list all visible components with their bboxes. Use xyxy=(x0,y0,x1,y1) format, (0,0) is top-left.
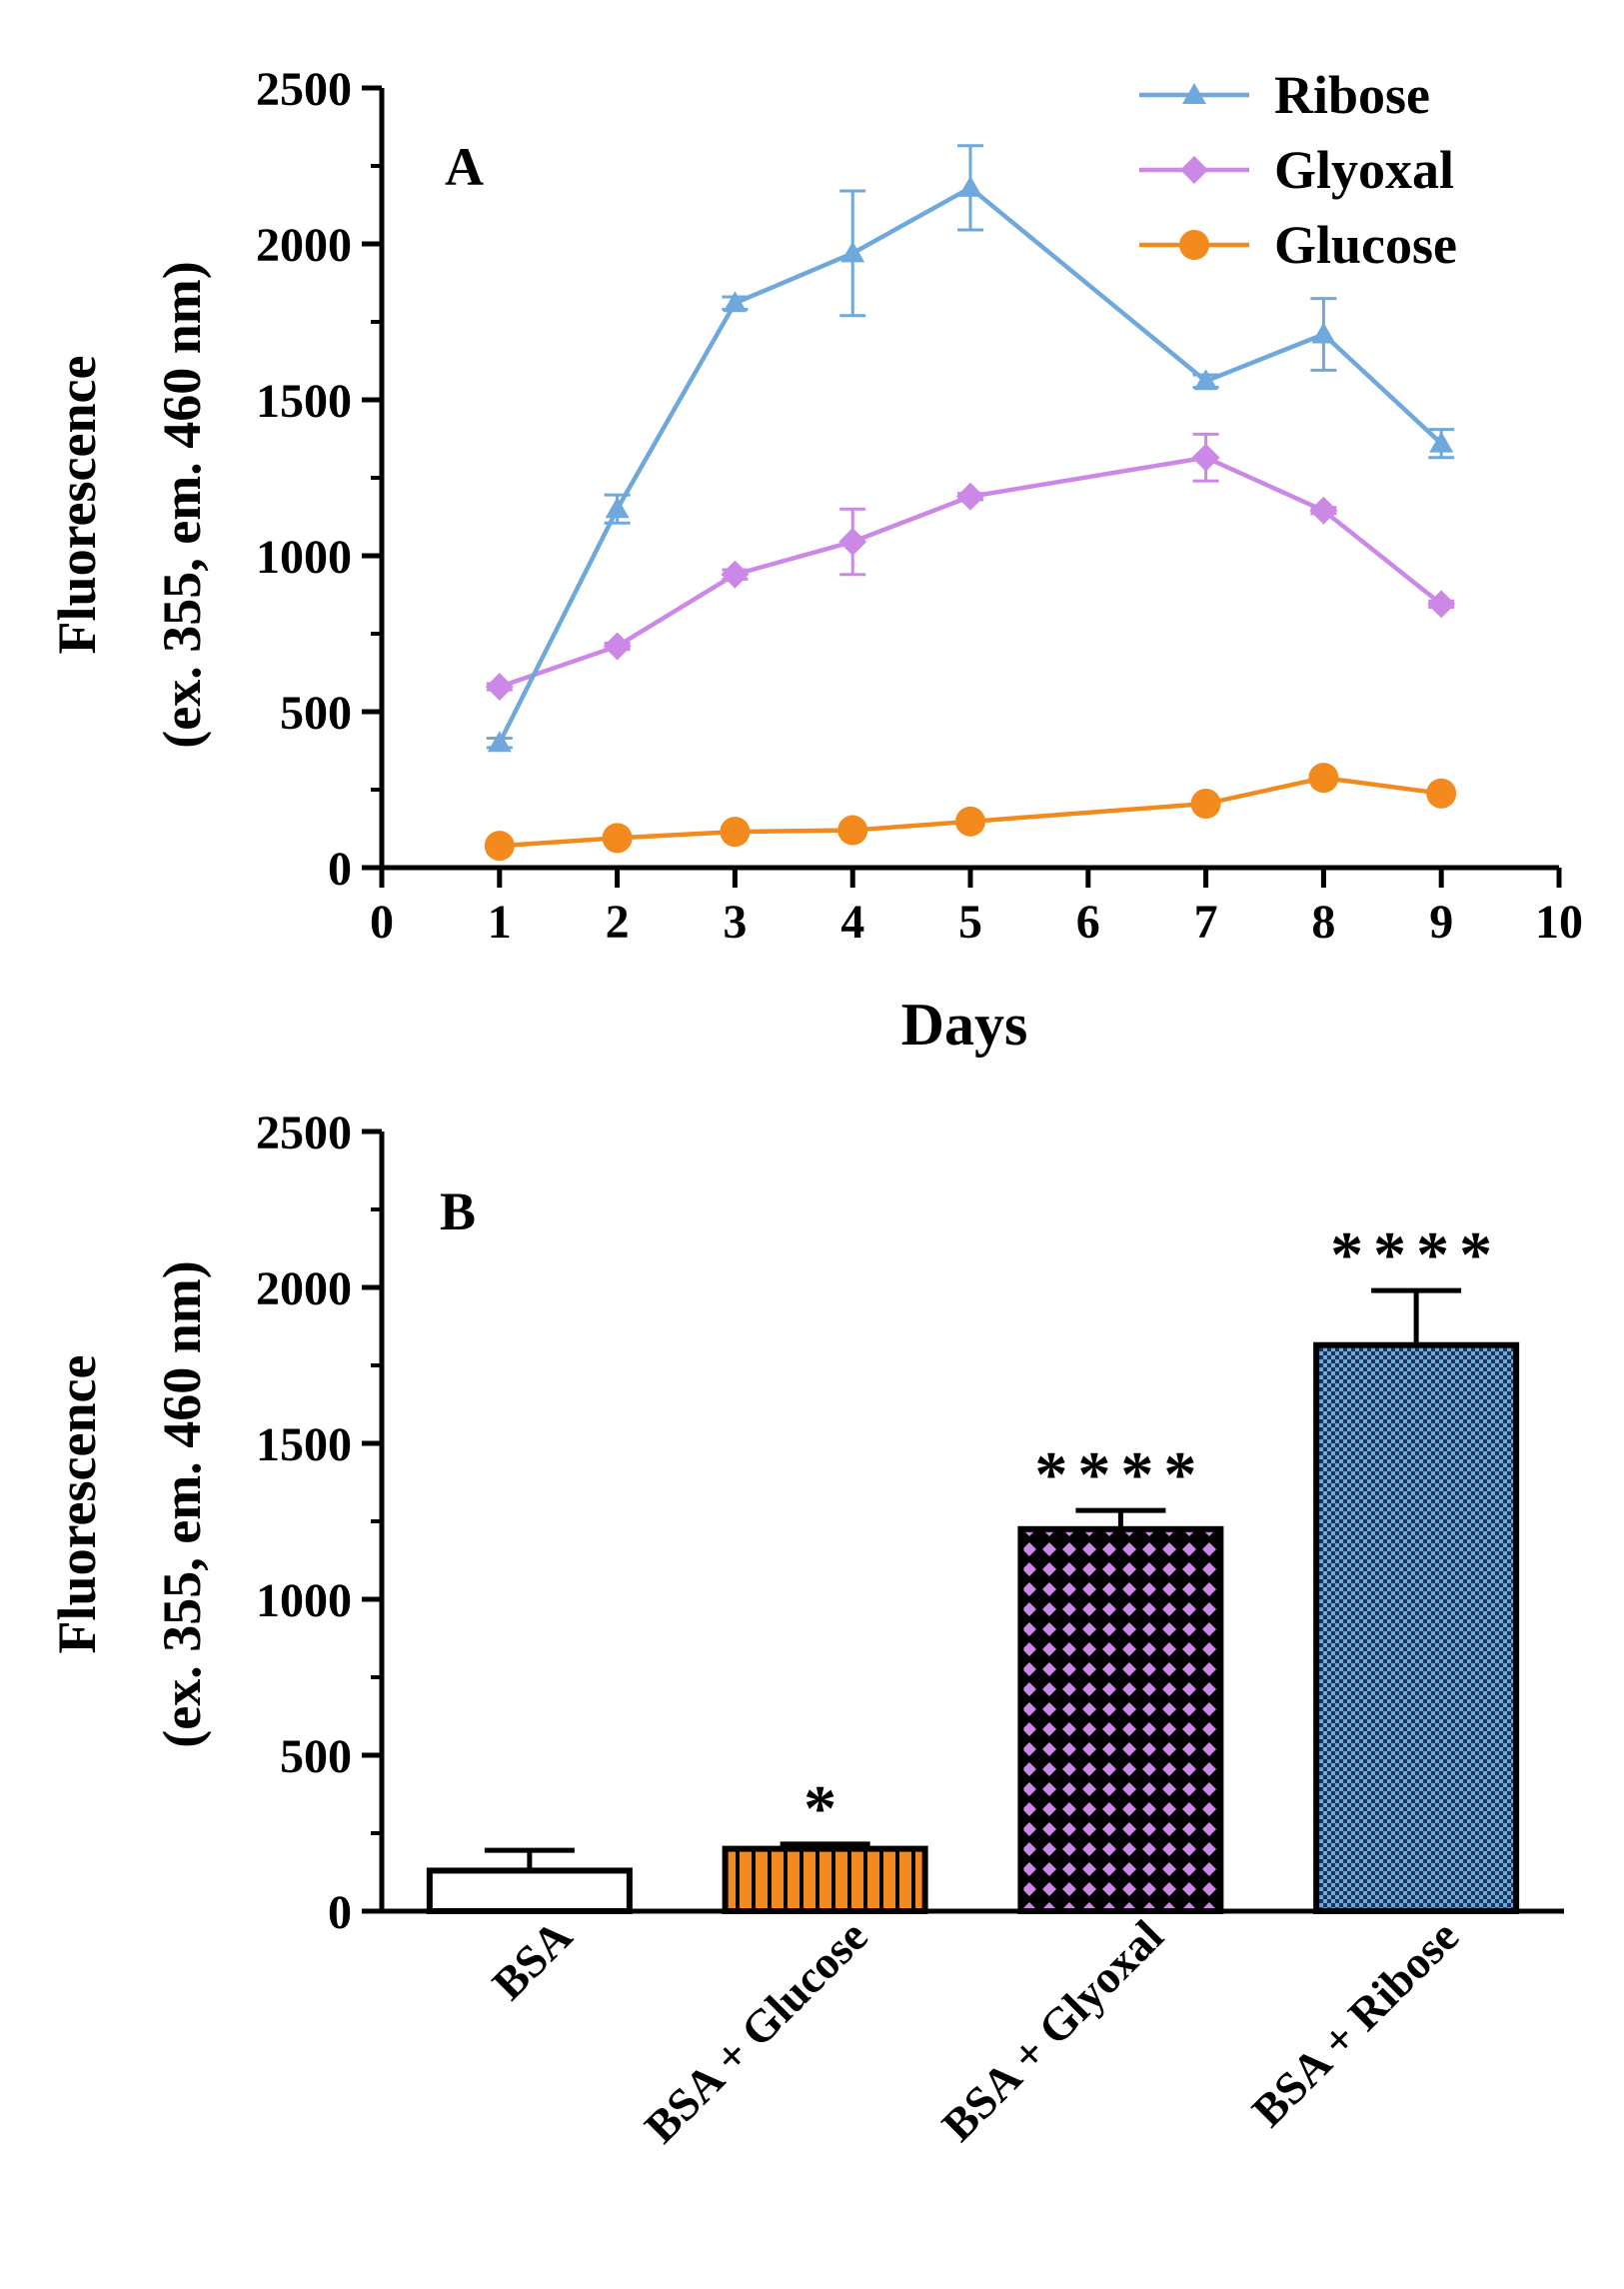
series-glyoxal-point xyxy=(603,632,632,661)
panel-a-y-axis-label-line1: Fluorescence xyxy=(47,356,107,655)
panel-a-x-tick-label: 6 xyxy=(1076,896,1100,949)
legend-label-glyoxal: Glyoxal xyxy=(1274,140,1454,200)
panel-b-y-tick-label: 2000 xyxy=(256,1262,352,1315)
panel-b-label: B xyxy=(440,1181,476,1241)
bar-group xyxy=(426,1847,633,1914)
panel-a-x-tick-label: 0 xyxy=(370,896,394,949)
panel-b-y-axis-label-line2: (ex. 355, em. 460 nm) xyxy=(152,1260,212,1747)
bar-category-label: BSA xyxy=(483,1910,582,2009)
bar-significance-label: **** xyxy=(1034,1438,1206,1511)
panel-b-y-axis-label: Fluorescence (ex. 355, em. 460 nm) xyxy=(47,1260,212,1747)
panel-a-label: A xyxy=(445,137,484,197)
panel-a-y-tick-label: 500 xyxy=(280,687,352,740)
panel-a-x-tick-label: 10 xyxy=(1535,896,1583,949)
series-ribose xyxy=(486,144,1455,753)
panel-b-y-ticks: 0 500 1000 1500 2000 2500 xyxy=(256,1107,382,1939)
series-glucose-point xyxy=(602,823,633,854)
panel-a-x-tick-label: 2 xyxy=(606,896,630,949)
legend-label-glucose: Glucose xyxy=(1274,215,1457,275)
series-glucose-point xyxy=(955,806,985,837)
panel-a-line-chart: A Fluorescence (ex. 355, em. 460 nm) 050… xyxy=(47,63,1583,1058)
series-glucose-point xyxy=(720,817,751,848)
bar-significance-label: **** xyxy=(1330,1218,1502,1291)
series-glyoxal-point xyxy=(956,482,984,511)
panel-a-x-tick-label: 4 xyxy=(840,896,864,949)
bar-group: **** xyxy=(1017,1438,1224,1915)
panel-a-y-tick-label: 0 xyxy=(328,843,352,896)
series-glyoxal-point xyxy=(1309,496,1338,525)
bar-group: **** xyxy=(1313,1218,1520,1914)
panel-a-x-tick-label: 5 xyxy=(958,896,982,949)
panel-a-x-tick-label: 7 xyxy=(1194,896,1218,949)
bar xyxy=(722,1845,928,1914)
series-ribose-point xyxy=(723,291,748,313)
series-ribose-point xyxy=(840,241,865,263)
panel-a-y-ticks: 0 500 1000 1500 2000 2500 xyxy=(256,63,382,896)
legend-marker-ribose xyxy=(1182,83,1206,104)
series-ribose-point xyxy=(1193,369,1218,391)
legend-marker-glyoxal xyxy=(1180,156,1208,184)
bar xyxy=(1313,1341,1520,1914)
panel-a-y-tick-label: 1000 xyxy=(256,531,352,584)
panel-a-x-axis-label: Days xyxy=(901,992,1028,1058)
panel-a-y-tick-label: 2000 xyxy=(256,219,352,272)
panel-a-x-tick-label: 1 xyxy=(488,896,512,949)
bar xyxy=(426,1867,633,1914)
panel-a-y-tick-label: 1500 xyxy=(256,375,352,428)
series-ribose-point xyxy=(605,497,630,519)
panel-a-x-tick-label: 8 xyxy=(1311,896,1335,949)
series-ribose-point xyxy=(487,731,512,753)
panel-b-y-axis-label-line1: Fluorescence xyxy=(47,1355,107,1654)
panel-b-bar-chart: B Fluorescence (ex. 355, em. 460 nm) 0 50… xyxy=(47,1107,1564,2153)
panel-b-y-tick-label: 1000 xyxy=(256,1574,352,1627)
series-glyoxal-line xyxy=(499,455,1443,690)
panel-a-legend: Ribose Glyoxal Glucose xyxy=(1139,65,1457,275)
bar-group: * xyxy=(722,1772,928,1914)
bar-category-label: BSA + Glucose xyxy=(635,1910,877,2153)
series-ribose-line xyxy=(497,185,1443,745)
bar-significance-label: * xyxy=(804,1772,846,1845)
panel-b-bars: ********* xyxy=(426,1218,1520,1915)
legend-item-ribose: Ribose xyxy=(1139,65,1430,125)
legend-label-ribose: Ribose xyxy=(1274,65,1430,125)
legend-item-glucose: Glucose xyxy=(1139,215,1457,275)
panel-a-x-tick-label: 3 xyxy=(723,896,747,949)
panel-b-y-tick-label: 0 xyxy=(328,1886,352,1939)
series-glucose-line xyxy=(499,775,1442,849)
panel-b-y-tick-label: 500 xyxy=(280,1730,352,1783)
panel-a-series xyxy=(484,144,1457,862)
panel-a-x-tick-label: 9 xyxy=(1429,896,1453,949)
panel-a-y-tick-label: 2500 xyxy=(256,63,352,116)
series-glucose-point xyxy=(837,815,868,846)
series-glyoxal-point xyxy=(1427,590,1456,619)
series-glucose-point xyxy=(484,831,515,862)
panel-a-y-axis-label-line2: (ex. 355, em. 460 nm) xyxy=(152,261,212,748)
panel-a-y-axis-label: Fluorescence (ex. 355, em. 460 nm) xyxy=(47,261,212,748)
legend-item-glyoxal: Glyoxal xyxy=(1139,140,1454,200)
series-glyoxal-point xyxy=(485,673,514,702)
series-ribose-point xyxy=(958,175,982,197)
panel-b-y-tick-label: 1500 xyxy=(256,1418,352,1471)
series-glucose-point xyxy=(1190,789,1221,820)
series-glyoxal xyxy=(485,432,1456,702)
bar-category-label: BSA + Glyoxal xyxy=(932,1910,1173,2151)
series-ribose-point xyxy=(1311,322,1336,344)
panel-b-category-labels: BSA BSA + Glucose BSA + Glyoxal BSA + Ribos… xyxy=(483,1910,1469,2153)
series-glucose xyxy=(484,763,1457,862)
series-glucose-point xyxy=(1308,763,1339,794)
legend-marker-glucose xyxy=(1179,230,1209,260)
series-glucose-point xyxy=(1426,778,1457,809)
panel-b-y-tick-label: 2500 xyxy=(256,1107,352,1159)
panel-a-x-ticks: 0 1 2 3 4 5 6 7 8 9 10 xyxy=(370,868,1583,949)
bar-category-label: BSA + Ribose xyxy=(1242,1910,1468,2136)
series-glyoxal-point xyxy=(1191,443,1220,472)
series-glyoxal-point xyxy=(721,560,750,589)
bar xyxy=(1017,1525,1224,1915)
series-glyoxal-point xyxy=(838,527,867,556)
series-ribose-point xyxy=(1429,431,1454,453)
